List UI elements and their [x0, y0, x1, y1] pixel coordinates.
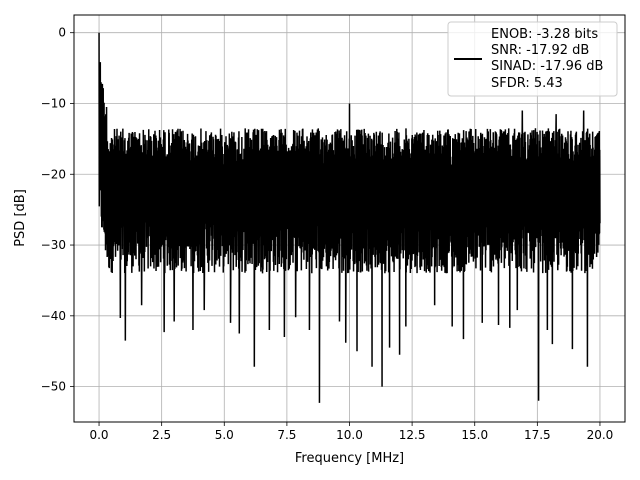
x-tick-label: 5.0 — [215, 428, 234, 442]
y-tick-label: −20 — [41, 167, 66, 181]
x-axis-label: Frequency [MHz] — [295, 451, 404, 466]
legend-snr: SNR: -17.92 dB — [491, 43, 589, 58]
x-tick-label: 17.5 — [524, 428, 551, 442]
y-tick-label: −40 — [41, 309, 66, 323]
legend-box — [447, 21, 618, 97]
legend-sfdr: SFDR: 5.43 — [491, 76, 563, 91]
x-tick-label: 15.0 — [461, 428, 488, 442]
x-axis-ticks: 0.0 2.5 5.0 7.5 10.0 12.5 15.0 17.5 20.0 — [89, 422, 613, 442]
y-tick-label: −30 — [41, 238, 66, 252]
legend: ENOB: -3.28 bits SNR: -17.92 dB SINAD: -… — [447, 21, 618, 97]
y-axis-label: PSD [dB] — [13, 189, 28, 247]
legend-sinad: SINAD: -17.96 dB — [491, 59, 603, 74]
psd-trace — [98, 32, 601, 403]
x-tick-label: 0.0 — [89, 428, 108, 442]
x-tick-label: 2.5 — [152, 428, 171, 442]
x-tick-label: 12.5 — [399, 428, 426, 442]
x-tick-label: 20.0 — [587, 428, 614, 442]
psd-series — [98, 32, 601, 403]
y-tick-label: −10 — [41, 96, 66, 110]
y-tick-label: −50 — [41, 380, 66, 394]
y-tick-label: 0 — [58, 26, 66, 40]
x-tick-label: 7.5 — [277, 428, 296, 442]
legend-enob: ENOB: -3.28 bits — [491, 27, 598, 42]
y-axis-ticks: 0 −10 −20 −30 −40 −50 — [41, 26, 74, 394]
x-tick-label: 10.0 — [336, 428, 363, 442]
